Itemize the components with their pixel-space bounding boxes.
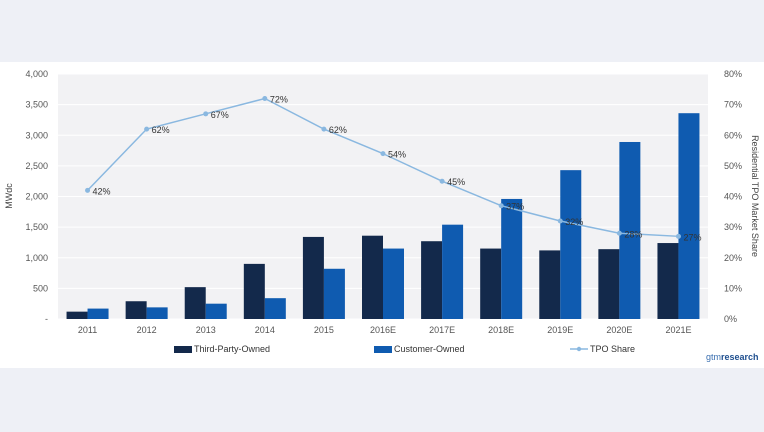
legend-swatch-customer-owned	[374, 346, 392, 353]
y2-tick-label: 50%	[724, 161, 742, 171]
tpo-share-data-label: 62%	[152, 125, 170, 135]
tpo-share-point	[498, 203, 504, 209]
bar-third-party-owned	[362, 235, 383, 319]
y-tick-label: 3,000	[25, 130, 48, 140]
bar-customer-owned	[619, 141, 641, 319]
tpo-share-data-label: 45%	[447, 177, 465, 187]
bar-third-party-owned	[184, 287, 206, 319]
tpo-share-point	[144, 126, 150, 132]
y2-tick-label: 80%	[724, 69, 742, 79]
tpo-share-point	[557, 218, 563, 224]
bar-customer-owned	[87, 308, 109, 319]
bar-third-party-owned	[302, 236, 324, 319]
y2-tick-label: 70%	[724, 100, 742, 110]
y2-tick-label: 60%	[724, 130, 742, 140]
tpo-share-data-label: 67%	[211, 110, 229, 120]
bar-third-party-owned	[539, 250, 561, 319]
tpo-share-point	[321, 126, 327, 132]
tpo-share-data-label: 54%	[388, 150, 406, 160]
x-tick-label: 2019E	[547, 325, 573, 335]
y-tick-label: 2,500	[25, 161, 48, 171]
y2-tick-label: 20%	[724, 253, 742, 263]
tpo-share-data-label: 27%	[683, 232, 701, 242]
y2-tick-label: 40%	[724, 192, 742, 202]
legend-marker-tpo-share	[576, 346, 582, 352]
x-tick-label: 2020E	[606, 325, 632, 335]
tpo-share-point	[439, 178, 445, 184]
x-tick-label: 2012	[137, 325, 157, 335]
bar-third-party-owned	[657, 243, 679, 319]
tpo-share-data-label: 32%	[565, 217, 583, 227]
tpo-share-data-label: 72%	[270, 95, 288, 105]
x-tick-label: 2021E	[665, 325, 691, 335]
bar-customer-owned	[442, 224, 464, 319]
chart: 42% 62% 67% 72% 62% 54% 45% 37% 32% 28% 27% - 500 1,…	[4, 69, 760, 362]
bar-third-party-owned	[125, 301, 147, 319]
bar-third-party-owned	[598, 249, 620, 319]
legend-label-third-party-owned: Third-Party-Owned	[194, 344, 270, 354]
tpo-share-line: 42% 62% 67% 72% 62% 54% 45% 37% 32% 28% 27%	[85, 95, 701, 242]
bar-customer-owned	[560, 170, 582, 319]
y-tick-label: 1,500	[25, 222, 48, 232]
left-axis-ticks: - 500 1,000 1,500 2,000 2,500 3,000 3,500 4,000	[25, 69, 48, 324]
x-axis-ticks: 2011 2012 2013 2014 2015 2016E 2017E 2018E 2019E…	[78, 325, 692, 335]
chart-panel: 42% 62% 67% 72% 62% 54% 45% 37% 32% 28% 27% - 500 1,…	[0, 62, 764, 368]
x-tick-label: 2013	[196, 325, 216, 335]
bar-customer-owned	[205, 303, 227, 319]
tpo-share-point	[616, 230, 622, 236]
legend-label-customer-owned: Customer-Owned	[394, 344, 465, 354]
y-tick-label: 1,000	[25, 253, 48, 263]
tpo-share-point	[380, 151, 386, 157]
legend-label-tpo-share: TPO Share	[590, 344, 635, 354]
y-tick-label: 500	[33, 283, 48, 293]
brand-prefix: gtm	[706, 352, 721, 362]
tpo-share-point	[262, 96, 268, 101]
bar-third-party-owned	[480, 248, 502, 319]
y2-tick-label: 0%	[724, 314, 737, 324]
x-tick-label: 2011	[78, 325, 97, 335]
y-axis-title: MWdc	[4, 183, 14, 209]
y-tick-label: 4,000	[25, 69, 48, 79]
bar-customer-owned	[146, 307, 168, 319]
tpo-share-data-label: 28%	[624, 229, 642, 239]
y2-tick-label: 10%	[724, 283, 742, 293]
legend: Third-Party-Owned Customer-Owned TPO Share	[174, 344, 635, 354]
x-tick-label: 2017E	[429, 325, 455, 335]
x-tick-label: 2014	[255, 325, 275, 335]
x-tick-label: 2015	[314, 325, 334, 335]
brand-suffix: research	[721, 352, 759, 362]
y2-tick-label: 30%	[724, 222, 742, 232]
bar-customer-owned	[678, 113, 700, 319]
tpo-share-point	[85, 187, 91, 193]
x-tick-label: 2018E	[488, 325, 514, 335]
bar-customer-owned	[323, 268, 345, 319]
tpo-share-point	[203, 111, 209, 117]
bar-third-party-owned	[421, 241, 443, 319]
y-tick-label: 3,500	[25, 100, 48, 110]
bar-customer-owned	[264, 298, 286, 319]
y-tick-label: -	[45, 314, 48, 324]
x-tick-label: 2016E	[370, 325, 396, 335]
right-axis-ticks: 0% 10% 20% 30% 40% 50% 60% 70% 80%	[724, 69, 742, 324]
tpo-share-data-label: 37%	[506, 202, 524, 212]
brand-logo: gtmresearch	[706, 352, 759, 362]
bar-third-party-owned	[243, 263, 265, 319]
bar-customer-owned	[501, 198, 523, 319]
bar-third-party-owned	[66, 311, 88, 319]
tpo-share-data-label: 62%	[329, 125, 347, 135]
bars	[66, 113, 700, 319]
tpo-share-point	[675, 233, 681, 239]
y-tick-label: 2,000	[25, 192, 48, 202]
tpo-share-data-label: 42%	[93, 186, 111, 196]
legend-swatch-third-party-owned	[174, 346, 192, 353]
bar-customer-owned	[383, 248, 404, 319]
y2-axis-title: Residential TPO Market Share	[750, 135, 760, 257]
